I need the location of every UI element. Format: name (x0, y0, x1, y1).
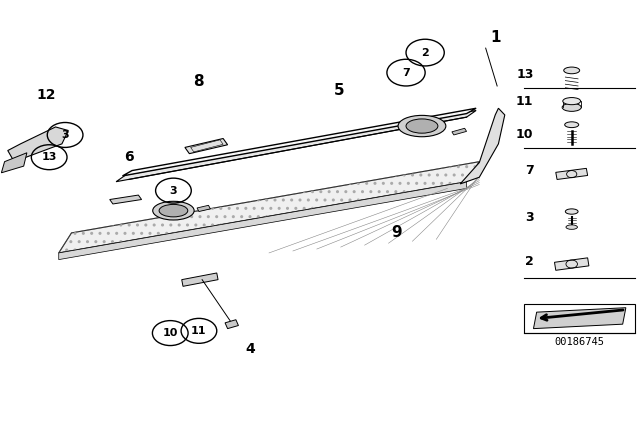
Text: 7: 7 (402, 68, 410, 78)
Ellipse shape (562, 103, 581, 112)
Text: 5: 5 (334, 83, 344, 98)
Ellipse shape (563, 98, 580, 105)
Text: 10: 10 (516, 129, 534, 142)
Ellipse shape (566, 225, 577, 229)
Bar (524, 304, 636, 333)
Ellipse shape (398, 116, 446, 137)
Text: 1: 1 (490, 30, 500, 44)
Ellipse shape (153, 201, 194, 220)
Text: 4: 4 (245, 342, 255, 356)
Polygon shape (452, 128, 467, 135)
Polygon shape (225, 320, 239, 329)
Polygon shape (8, 127, 68, 162)
Text: 2: 2 (421, 47, 429, 58)
Text: 6: 6 (124, 150, 134, 164)
Text: 7: 7 (525, 164, 534, 177)
Polygon shape (197, 205, 211, 211)
Text: 3: 3 (525, 211, 534, 224)
Polygon shape (116, 111, 476, 182)
Ellipse shape (159, 204, 188, 217)
Text: 13: 13 (516, 68, 534, 81)
Polygon shape (534, 308, 626, 329)
Text: 12: 12 (36, 88, 56, 102)
Polygon shape (59, 182, 467, 260)
Text: 9: 9 (391, 225, 402, 241)
Polygon shape (182, 273, 218, 286)
Polygon shape (1, 153, 27, 173)
Text: 00186745: 00186745 (555, 337, 605, 347)
Text: 8: 8 (194, 74, 204, 89)
Text: 13: 13 (42, 152, 57, 162)
Polygon shape (185, 138, 228, 154)
Text: 2: 2 (525, 255, 534, 268)
Polygon shape (554, 258, 589, 270)
Polygon shape (59, 162, 479, 253)
Text: 3: 3 (61, 130, 69, 140)
Polygon shape (460, 108, 505, 184)
Polygon shape (109, 195, 141, 204)
Text: 10: 10 (163, 328, 178, 338)
Polygon shape (556, 168, 588, 180)
Text: 11: 11 (516, 95, 534, 108)
Ellipse shape (564, 67, 580, 74)
Text: 3: 3 (170, 185, 177, 196)
Ellipse shape (565, 209, 578, 214)
Text: 11: 11 (191, 326, 207, 336)
Ellipse shape (564, 122, 579, 128)
Polygon shape (122, 108, 476, 176)
Ellipse shape (406, 119, 438, 133)
